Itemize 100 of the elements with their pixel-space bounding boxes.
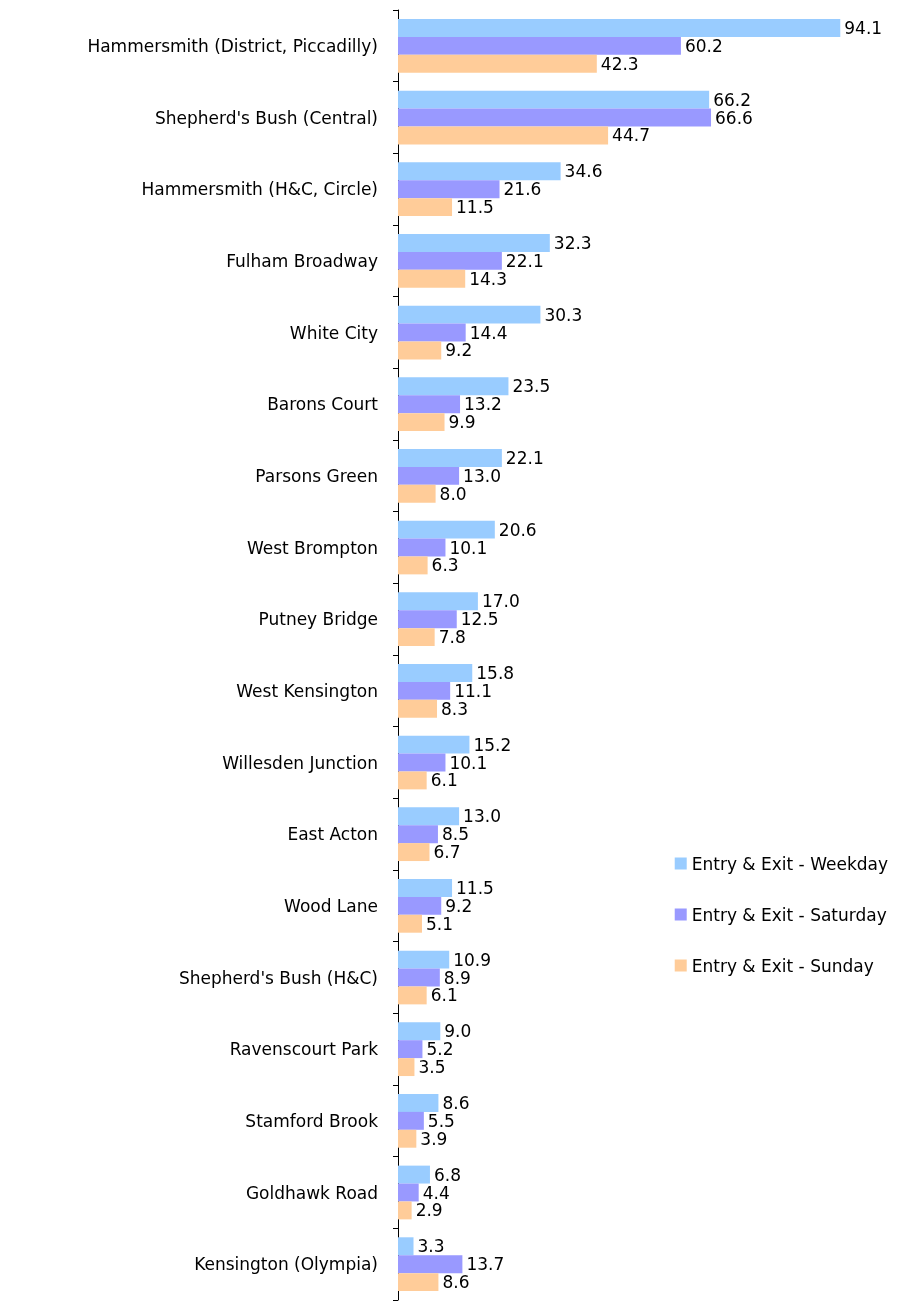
- data-label: 10.1: [449, 752, 488, 773]
- data-label: 4.4: [422, 1182, 450, 1203]
- data-label: 94.1: [844, 17, 883, 38]
- bar: [398, 18, 841, 37]
- bar: [398, 341, 442, 360]
- data-label: 13.7: [466, 1254, 505, 1275]
- data-label: 17.0: [481, 591, 520, 612]
- data-label: 2.9: [415, 1200, 443, 1221]
- data-label: 34.6: [564, 161, 603, 182]
- y-tick-label: West Brompton: [246, 537, 378, 558]
- bar: [398, 1165, 430, 1184]
- bar: [398, 54, 597, 73]
- bar: [398, 484, 436, 503]
- data-label: 14.4: [469, 322, 508, 343]
- bar: [398, 251, 502, 270]
- data-label: 8.0: [439, 483, 467, 504]
- bar: [398, 896, 442, 915]
- y-tick-label: Hammersmith (H&C, Circle): [141, 179, 378, 200]
- bar: [398, 771, 427, 790]
- data-label: 9.0: [444, 1021, 472, 1042]
- data-label: 32.3: [553, 232, 592, 253]
- bar: [398, 1111, 424, 1130]
- data-label: 6.1: [430, 770, 458, 791]
- legend-label: Entry & Exit - Sunday: [691, 955, 874, 976]
- data-label: 11.5: [456, 197, 494, 218]
- y-tick-label: East Acton: [287, 824, 378, 845]
- bar: [398, 807, 460, 826]
- data-label: 22.1: [505, 250, 544, 271]
- data-label: 9.9: [448, 412, 476, 433]
- data-label: 8.9: [443, 967, 471, 988]
- y-tick-label: West Kensington: [236, 680, 378, 701]
- bar: [398, 592, 478, 611]
- data-label: 11.1: [454, 680, 493, 701]
- data-label: 8.6: [442, 1272, 470, 1293]
- bar: [398, 377, 509, 396]
- bar: [398, 663, 473, 682]
- bar: [398, 1273, 439, 1292]
- data-label: 6.7: [433, 842, 461, 863]
- data-label: 42.3: [600, 53, 639, 74]
- bar: [398, 753, 446, 772]
- data-label: 3.9: [420, 1128, 448, 1149]
- bar: [398, 180, 500, 199]
- bar: [398, 610, 457, 629]
- data-label: 14.3: [469, 268, 508, 289]
- bar: [398, 1058, 415, 1077]
- data-label: 66.2: [713, 89, 751, 110]
- bar: [398, 878, 453, 897]
- bar: [398, 825, 438, 844]
- y-tick-label: Stamford Brook: [245, 1110, 379, 1131]
- bar: [398, 735, 470, 754]
- data-label: 7.8: [438, 627, 466, 648]
- bar: [398, 843, 430, 862]
- bar: [398, 556, 428, 575]
- y-tick-label: Willesden Junction: [222, 752, 378, 773]
- bar: [398, 914, 422, 933]
- y-tick-label: Shepherd's Bush (Central): [154, 107, 378, 128]
- data-label: 10.1: [449, 537, 488, 558]
- bar: [398, 305, 541, 324]
- bar: [398, 126, 609, 145]
- data-label: 20.6: [498, 519, 537, 540]
- bar: [398, 1093, 439, 1112]
- bar: [398, 950, 450, 969]
- bar: [398, 413, 445, 432]
- data-label: 8.5: [441, 824, 469, 845]
- data-label: 13.0: [463, 465, 501, 486]
- bar: [398, 1129, 417, 1148]
- data-label: 15.2: [473, 734, 512, 755]
- data-label: 11.5: [456, 877, 494, 898]
- data-label: 66.6: [715, 107, 753, 128]
- y-tick-label: Hammersmith (District, Piccadilly): [87, 35, 378, 56]
- bar: [398, 1183, 419, 1202]
- bar: [398, 162, 561, 181]
- data-label: 44.7: [612, 125, 650, 146]
- data-label: 8.3: [441, 698, 469, 719]
- bar: [398, 1040, 423, 1059]
- data-label: 13.2: [464, 394, 502, 415]
- legend-label: Entry & Exit - Weekday: [691, 853, 889, 874]
- bar: [398, 968, 440, 987]
- bar: [398, 1201, 412, 1220]
- y-tick-label: Kensington (Olympia): [194, 1254, 378, 1275]
- data-label: 5.2: [426, 1039, 454, 1060]
- data-label: 6.1: [430, 985, 458, 1006]
- data-label: 5.1: [425, 913, 454, 934]
- data-label: 9.2: [445, 895, 473, 916]
- data-label: 5.5: [427, 1110, 455, 1131]
- data-label: 23.5: [512, 376, 551, 397]
- bar: [398, 699, 438, 718]
- bar: [398, 1237, 414, 1256]
- bar: [398, 628, 435, 647]
- legend-label: Entry & Exit - Saturday: [691, 904, 887, 925]
- y-tick-label: Barons Court: [267, 394, 379, 415]
- bar: [398, 466, 460, 485]
- data-label: 3.5: [418, 1057, 446, 1078]
- y-tick-label: Goldhawk Road: [245, 1182, 378, 1203]
- data-label: 30.3: [544, 304, 583, 325]
- data-label: 21.6: [503, 179, 542, 200]
- bar: [398, 108, 712, 127]
- data-label: 9.2: [445, 340, 473, 361]
- bar: [398, 269, 466, 288]
- data-label: 15.8: [476, 662, 515, 683]
